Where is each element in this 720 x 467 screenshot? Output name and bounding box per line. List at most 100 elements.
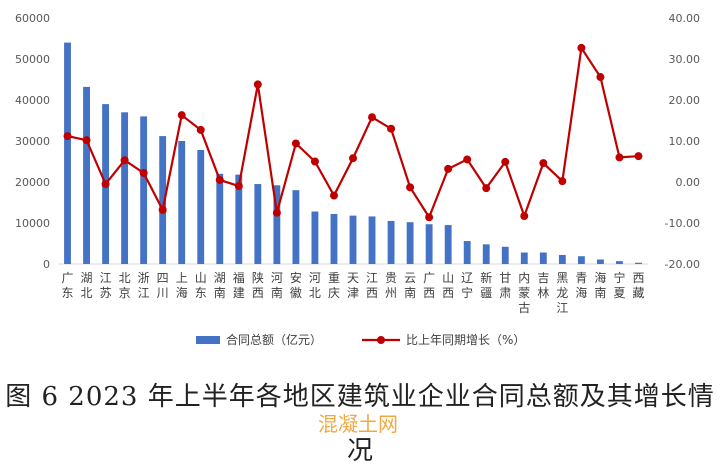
y-right-tick-label: -20.00: [665, 258, 700, 271]
y-left-tick-label: 40000: [15, 94, 50, 107]
chart: 0 10000 20000 30000 40000 50000 60000 -20.00 -10…: [15, 12, 700, 347]
bar-山西: [444, 225, 452, 264]
growth-point-新疆: [482, 184, 491, 193]
growth-point-重庆: [329, 191, 338, 200]
x-tick-label-北京: 北京: [119, 271, 131, 300]
bar-辽宁: [463, 241, 471, 264]
growth-point-辽宁: [463, 155, 472, 164]
growth-point-陕西: [253, 80, 262, 89]
y-left-tick-label: 60000: [15, 12, 50, 25]
x-tick-label-广东: 广东: [62, 271, 74, 300]
growth-point-山西: [444, 164, 453, 173]
bar-湖南: [216, 173, 224, 264]
x-tick-label-海南: 海南: [594, 270, 606, 300]
growth-point-河北: [310, 157, 319, 166]
legend: 合同总额（亿元） 比上年同期增长（%）: [196, 332, 525, 347]
x-tick-label-江苏: 江苏: [100, 271, 112, 300]
y-left-tick-label: 20000: [15, 176, 50, 189]
x-tick-label-上海: 上海: [176, 271, 188, 300]
x-tick-label-陕西: 陕西: [252, 270, 264, 300]
growth-point-广西: [425, 213, 434, 222]
y-right-tick-label: -10.00: [665, 217, 700, 230]
bar-青海: [577, 256, 585, 264]
x-tick-label-山东: 山东: [195, 271, 207, 300]
x-tick-label-甘肃: 甘肃: [499, 271, 511, 300]
bar-北京: [121, 112, 129, 264]
x-tick-label-青海: 青海: [575, 271, 587, 300]
x-tick-label-辽宁: 辽宁: [461, 271, 473, 300]
x-tick-label-湖北: 湖北: [81, 270, 93, 300]
x-tick-label-新疆: 新疆: [480, 270, 492, 300]
bar-河南: [273, 185, 281, 264]
growth-point-内蒙古: [520, 212, 529, 221]
bar-重庆: [330, 213, 338, 264]
bar-安徽: [292, 190, 300, 264]
bar-宁夏: [616, 261, 623, 264]
bar-内蒙古: [520, 252, 528, 264]
y-right-tick-label: 0.00: [676, 176, 701, 189]
bar-广东: [64, 42, 71, 264]
growth-point-海南: [596, 73, 605, 82]
y-left-tick-label: 30000: [15, 135, 50, 148]
watermark-text: 混凝土网: [318, 412, 398, 436]
growth-point-湖南: [215, 175, 224, 184]
growth-point-甘肃: [501, 157, 510, 166]
legend-line-label: 比上年同期增长（%）: [406, 333, 525, 347]
growth-point-吉林: [539, 159, 548, 168]
y-right-tick-label: 10.00: [669, 135, 701, 148]
growth-point-广东: [63, 132, 72, 141]
growth-point-西藏: [634, 152, 643, 161]
x-tick-label-天津: 天津: [347, 271, 359, 300]
growth-line: [63, 43, 643, 222]
growth-point-北京: [120, 156, 129, 165]
bar-贵州: [387, 220, 395, 264]
x-tick-labels: 广东湖北江苏北京浙江四川上海山东湖南福建陕西河南安徽河北重庆天津江西贵州云南广西…: [62, 270, 645, 315]
growth-point-浙江: [139, 168, 148, 177]
x-tick-label-黑龙江: 黑龙江: [556, 271, 568, 315]
growth-point-云南: [406, 183, 415, 192]
axes: 0 10000 20000 30000 40000 50000 60000 -20.00 -10…: [15, 12, 700, 271]
growth-point-福建: [234, 182, 243, 191]
x-tick-label-安徽: 安徽: [290, 270, 302, 300]
bar-福建: [235, 174, 243, 264]
bars: [64, 42, 642, 265]
legend-bar-swatch: [196, 336, 220, 344]
growth-point-宁夏: [615, 153, 624, 162]
growth-point-河南: [272, 208, 281, 217]
bar-四川: [159, 136, 167, 264]
bar-广西: [425, 224, 433, 264]
bar-上海: [178, 141, 186, 264]
growth-point-天津: [349, 154, 357, 163]
legend-line-marker: [377, 336, 385, 344]
growth-point-黑龙江: [558, 177, 567, 186]
y-left-tick-label: 0: [43, 258, 50, 271]
bar-新疆: [482, 244, 490, 264]
y-left-tick-label: 50000: [15, 53, 50, 66]
growth-point-江苏: [101, 180, 110, 189]
x-tick-label-吉林: 吉林: [537, 271, 549, 300]
x-tick-label-河北: 河北: [309, 271, 321, 300]
x-tick-label-广西: 广西: [423, 271, 435, 300]
figure-caption-line1: 图 6 2023 年上半年各地区建筑业企业合同总额及其增长情: [5, 382, 715, 412]
x-tick-label-宁夏: 宁夏: [613, 270, 625, 300]
x-tick-label-河南: 河南: [271, 271, 283, 300]
legend-bar-label: 合同总额（亿元）: [226, 332, 322, 347]
y-right-tick-label: 40.00: [669, 12, 701, 25]
x-tick-label-西藏: 西藏: [632, 271, 644, 300]
x-tick-label-福建: 福建: [233, 270, 245, 300]
bar-天津: [349, 215, 357, 264]
bar-西藏: [635, 262, 642, 264]
bar-湖北: [83, 86, 90, 264]
y-left-tick-label: 10000: [15, 217, 50, 230]
growth-point-江西: [368, 113, 377, 122]
x-tick-label-云南: 云南: [404, 271, 416, 300]
bar-陕西: [254, 184, 262, 264]
bar-海南: [596, 259, 604, 264]
x-tick-label-内蒙古: 内蒙古: [518, 271, 530, 315]
bar-甘肃: [501, 246, 509, 264]
x-tick-label-湖南: 湖南: [214, 270, 226, 300]
bar-江西: [368, 216, 376, 264]
growth-point-青海: [577, 43, 586, 52]
growth-point-安徽: [291, 139, 300, 148]
bar-山东: [197, 150, 205, 264]
